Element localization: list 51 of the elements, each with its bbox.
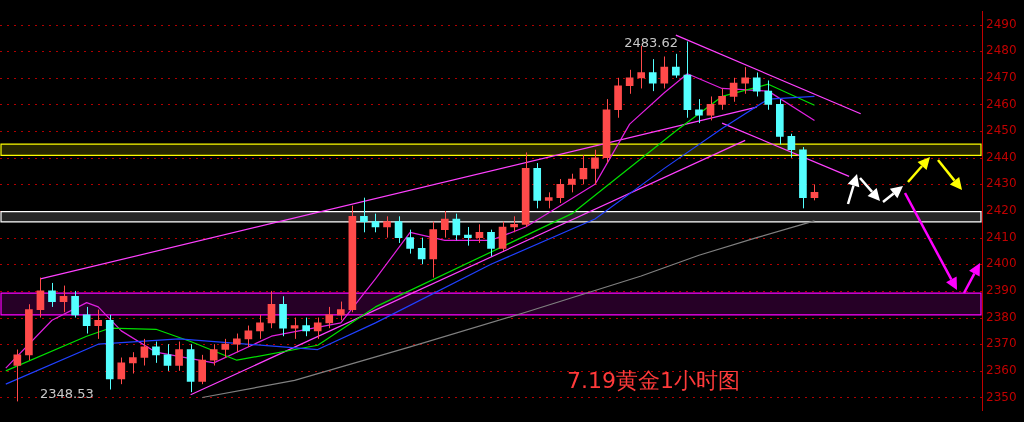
y-tick-label: 2460 bbox=[986, 96, 1017, 111]
candlestick bbox=[591, 149, 599, 185]
candlestick bbox=[695, 98, 703, 124]
annotation: 2348.53 bbox=[40, 386, 94, 402]
y-tick-label: 2480 bbox=[986, 43, 1017, 58]
y-tick-label: 2420 bbox=[986, 203, 1017, 218]
candlestick bbox=[94, 309, 103, 340]
candlestick bbox=[637, 45, 646, 89]
candlestick bbox=[71, 290, 79, 319]
candlestick bbox=[487, 229, 495, 257]
candlestick bbox=[429, 221, 438, 279]
candlestick bbox=[775, 98, 784, 145]
candlestick bbox=[221, 338, 230, 359]
candlestick bbox=[383, 215, 391, 239]
candlestick bbox=[614, 77, 622, 119]
y-tick-label: 2440 bbox=[986, 149, 1017, 164]
y-tick-label: 2430 bbox=[986, 176, 1017, 191]
candlestick bbox=[718, 87, 726, 111]
y-tick-label: 2470 bbox=[986, 69, 1017, 84]
y-tick-label: 2400 bbox=[986, 256, 1017, 271]
y-tick-label: 2350 bbox=[986, 389, 1017, 404]
y-tick-label: 2410 bbox=[986, 229, 1017, 244]
candlestick bbox=[799, 146, 807, 209]
candlestick bbox=[533, 162, 542, 209]
y-tick-label: 2450 bbox=[986, 123, 1017, 138]
candlestick bbox=[175, 341, 183, 372]
y-tick-label: 2370 bbox=[986, 336, 1017, 351]
y-tick-label: 2490 bbox=[986, 16, 1017, 31]
candlestick bbox=[752, 71, 761, 97]
candlestick bbox=[129, 351, 137, 374]
y-tick-label: 2390 bbox=[986, 283, 1017, 298]
candlestick bbox=[105, 314, 114, 390]
candlestick bbox=[233, 333, 241, 353]
y-tick-label: 2360 bbox=[986, 362, 1017, 377]
candlestick bbox=[568, 173, 576, 193]
candlestick bbox=[764, 79, 773, 111]
y-tick-label: 2380 bbox=[986, 309, 1017, 324]
candlestick bbox=[198, 354, 207, 385]
candlestick bbox=[406, 229, 414, 255]
candlestick bbox=[544, 191, 553, 209]
candlestick bbox=[556, 178, 565, 204]
text: 7.19黄金1小时图 bbox=[567, 367, 740, 395]
candlestick bbox=[336, 301, 345, 321]
candlestick bbox=[360, 197, 368, 233]
candlestick bbox=[290, 317, 299, 340]
candlestick bbox=[302, 317, 310, 337]
candlestick bbox=[741, 66, 749, 95]
candlestick bbox=[279, 295, 287, 337]
annotation: 2483.62 bbox=[624, 35, 678, 51]
candlestick bbox=[209, 343, 218, 367]
candlestick bbox=[25, 303, 33, 361]
